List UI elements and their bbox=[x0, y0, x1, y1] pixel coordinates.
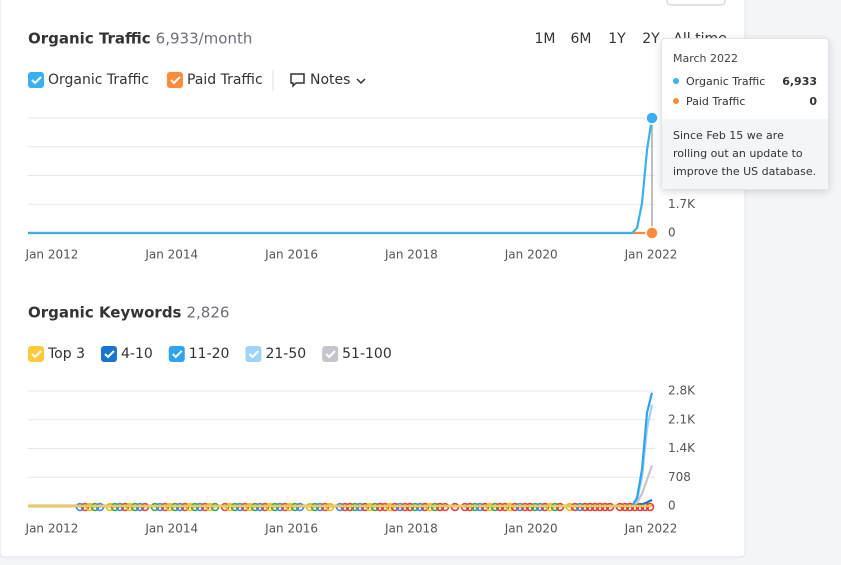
x-tick-label: Jan 2012 bbox=[25, 248, 79, 262]
tooltip-note: Since Feb 15 we are rolling out an updat… bbox=[662, 119, 828, 189]
x-tick-label: Jan 2018 bbox=[384, 248, 438, 262]
checkbox[interactable] bbox=[322, 346, 339, 362]
x-tick-label: Jan 2016 bbox=[264, 522, 318, 536]
x-tick-label: Jan 2018 bbox=[384, 522, 438, 536]
x-tick-label: Jan 2022 bbox=[624, 248, 678, 262]
x-tick-label: Jan 2014 bbox=[144, 522, 198, 536]
legend-item[interactable]: Paid Traffic bbox=[166, 72, 263, 88]
top-button[interactable] bbox=[666, 0, 726, 6]
card bbox=[0, 0, 746, 558]
tooltip: March 2022 Organic Traffic 6,933 Paid Tr… bbox=[661, 38, 829, 190]
legend-item[interactable]: Top 3 bbox=[28, 346, 85, 362]
checkmark bbox=[104, 350, 115, 359]
x-tick-label: Jan 2020 bbox=[504, 522, 558, 536]
tooltip-label: Paid Traffic bbox=[686, 94, 746, 108]
x-tick-label: Jan 2014 bbox=[144, 248, 198, 262]
legend-label[interactable]: 11-20 bbox=[189, 346, 230, 362]
legend-item[interactable]: 21-50 bbox=[245, 346, 306, 362]
legend-label[interactable]: 51-100 bbox=[342, 346, 392, 362]
tooltip-title: March 2022 bbox=[673, 52, 739, 65]
tooltip-value: 0 bbox=[809, 94, 817, 108]
checkbox[interactable] bbox=[28, 346, 44, 362]
legend-label[interactable]: Top 3 bbox=[47, 346, 85, 362]
x-tick-label: Jan 2016 bbox=[264, 248, 318, 262]
chart-title: Organic Keywords bbox=[28, 304, 182, 322]
checkbox[interactable] bbox=[245, 346, 262, 362]
hover-point bbox=[645, 111, 659, 125]
chart-title: Organic Traffic bbox=[28, 30, 151, 48]
tooltip-dot bbox=[673, 98, 679, 104]
y-tick-label: 708 bbox=[668, 470, 691, 484]
legend-item[interactable]: 51-100 bbox=[322, 346, 392, 362]
checkmark bbox=[31, 350, 42, 359]
legend-label[interactable]: Paid Traffic bbox=[187, 72, 263, 88]
y-tick-label: 0 bbox=[668, 226, 676, 240]
y-tick-label: 1.7K bbox=[668, 197, 696, 211]
legend-item[interactable]: Organic Traffic bbox=[28, 72, 149, 88]
checkmark bbox=[172, 350, 183, 359]
period-button[interactable]: 6M bbox=[571, 31, 592, 47]
tooltip-label: Organic Traffic bbox=[686, 74, 766, 88]
tooltip-dot bbox=[673, 78, 679, 84]
legend-label[interactable]: Organic Traffic bbox=[48, 72, 149, 88]
chart-subtitle: 6,933/month bbox=[156, 30, 253, 48]
legend-item[interactable]: 11-20 bbox=[168, 346, 230, 362]
y-tick-label: 2.1K bbox=[668, 412, 696, 426]
notes-button[interactable]: Notes bbox=[290, 72, 366, 88]
checkbox[interactable] bbox=[166, 72, 183, 88]
legend-label[interactable]: 4-10 bbox=[121, 346, 153, 362]
checkbox[interactable] bbox=[100, 346, 117, 362]
y-tick-label: 0 bbox=[668, 499, 676, 513]
checkmark bbox=[31, 76, 42, 85]
x-tick-label: Jan 2012 bbox=[25, 522, 79, 536]
chart-subtitle: 2,826 bbox=[186, 304, 229, 322]
legend-label[interactable]: 21-50 bbox=[265, 346, 306, 362]
checkbox[interactable] bbox=[168, 346, 185, 362]
hover-point bbox=[645, 226, 659, 240]
tooltip-row: Organic Traffic 6,933 bbox=[662, 71, 828, 91]
y-tick-label: 2.8K bbox=[668, 384, 696, 398]
checkmark bbox=[248, 350, 260, 359]
y-tick-label: 1.4K bbox=[668, 441, 696, 455]
checkbox[interactable] bbox=[28, 72, 44, 88]
notes-label[interactable]: Notes bbox=[310, 72, 350, 88]
x-tick-label: Jan 2020 bbox=[504, 248, 558, 262]
checkmark bbox=[325, 350, 336, 359]
tooltip-value: 6,933 bbox=[782, 74, 817, 88]
chevron bbox=[356, 78, 366, 85]
period-button[interactable]: 2Y bbox=[642, 31, 660, 47]
checkmark bbox=[170, 76, 181, 85]
series-line bbox=[28, 117, 654, 235]
period-button[interactable]: 1Y bbox=[608, 31, 626, 47]
x-tick-label: Jan 2022 bbox=[624, 522, 678, 536]
legend-item[interactable]: 4-10 bbox=[100, 346, 153, 362]
tooltip-row: Paid Traffic 0 bbox=[662, 91, 828, 111]
period-button[interactable]: 1M bbox=[535, 31, 556, 47]
notes-icon bbox=[290, 73, 305, 88]
